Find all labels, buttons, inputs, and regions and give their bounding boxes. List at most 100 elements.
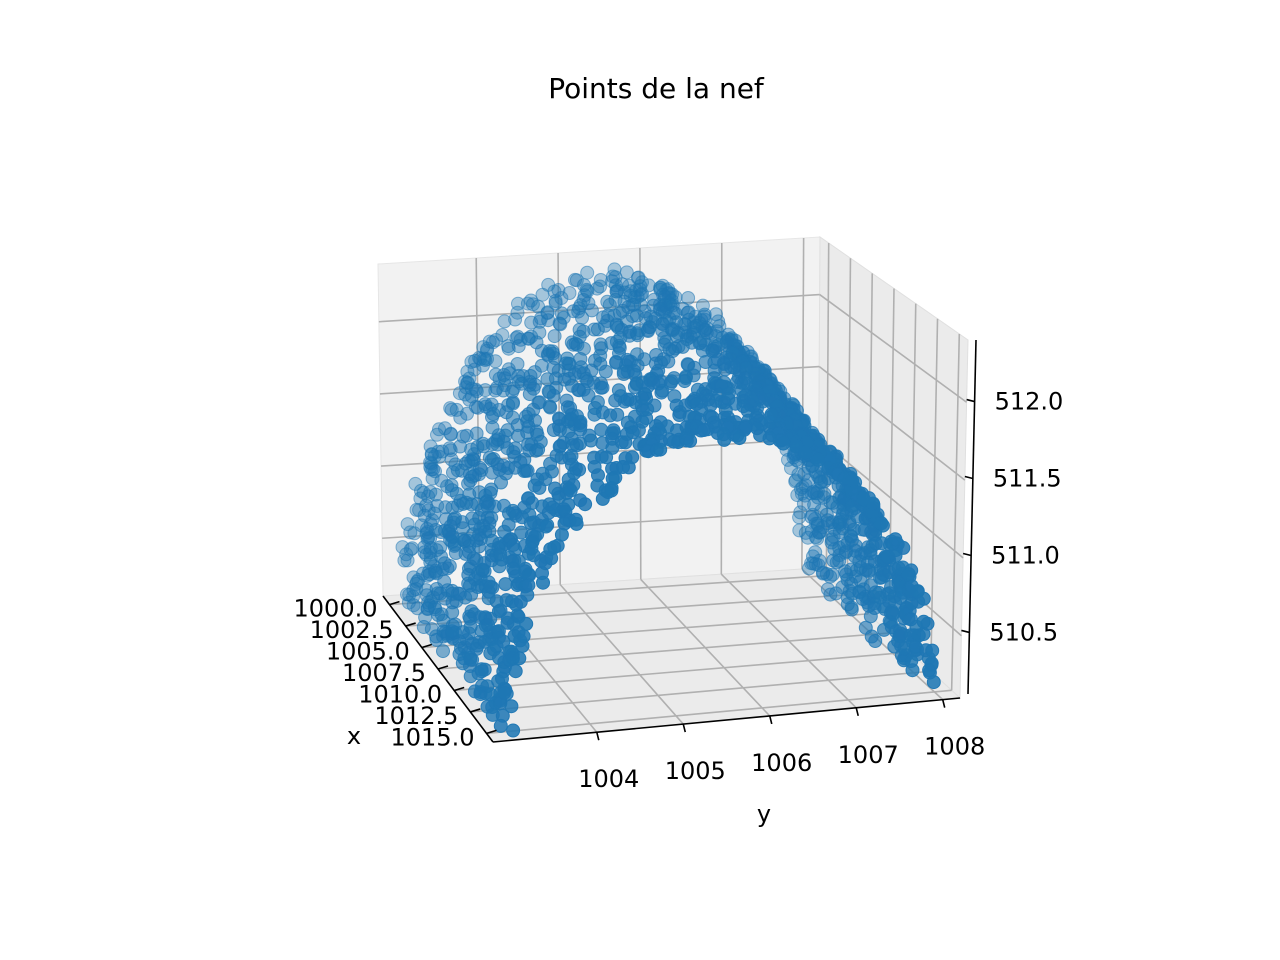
z-tick bbox=[961, 629, 970, 634]
data-point bbox=[510, 357, 525, 371]
data-point bbox=[444, 402, 459, 417]
x-tick-label: 1002.5 bbox=[310, 616, 394, 644]
data-point bbox=[478, 353, 493, 367]
data-point bbox=[653, 442, 668, 457]
x-tick-label: 1005.0 bbox=[326, 638, 410, 666]
data-point bbox=[524, 541, 539, 556]
data-point bbox=[798, 445, 813, 460]
data-point bbox=[536, 575, 550, 590]
data-point bbox=[677, 374, 692, 389]
data-point bbox=[910, 584, 925, 599]
data-point bbox=[449, 402, 464, 417]
data-point bbox=[569, 273, 584, 288]
data-point bbox=[436, 644, 450, 659]
data-point bbox=[484, 482, 499, 497]
data-point bbox=[463, 578, 477, 593]
data-point bbox=[506, 561, 521, 576]
data-point bbox=[467, 468, 482, 483]
data-point bbox=[904, 596, 919, 611]
grid-line-z-side bbox=[819, 293, 968, 403]
data-point bbox=[529, 335, 544, 350]
data-point bbox=[400, 553, 415, 568]
data-point bbox=[562, 286, 577, 300]
data-point bbox=[474, 662, 489, 677]
data-point bbox=[583, 433, 598, 448]
data-point bbox=[475, 562, 490, 577]
data-point bbox=[521, 578, 536, 593]
data-point bbox=[598, 364, 613, 379]
x-tick-label: 1010.0 bbox=[358, 681, 442, 709]
data-point bbox=[553, 317, 568, 332]
data-point bbox=[750, 421, 765, 436]
data-point bbox=[483, 579, 498, 594]
z-tick-label: 512.0 bbox=[995, 388, 1064, 416]
data-point bbox=[522, 387, 537, 402]
data-point bbox=[521, 331, 536, 346]
z-axis-line bbox=[967, 339, 977, 695]
grid-line-z-side bbox=[818, 365, 966, 481]
data-point bbox=[427, 506, 442, 521]
y-tick bbox=[596, 732, 600, 741]
data-point bbox=[500, 615, 515, 630]
data-point bbox=[812, 553, 827, 568]
data-point bbox=[695, 298, 710, 313]
data-point bbox=[497, 685, 512, 700]
data-point bbox=[552, 316, 567, 331]
data-point bbox=[610, 407, 625, 422]
data-point bbox=[496, 634, 511, 649]
data-point bbox=[532, 314, 547, 329]
grid-line-z-wall bbox=[378, 293, 820, 323]
data-point bbox=[544, 464, 559, 479]
data-point bbox=[497, 368, 511, 382]
data-point bbox=[630, 328, 645, 343]
x-tick bbox=[486, 729, 497, 735]
scatter-points bbox=[395, 262, 941, 738]
data-point bbox=[618, 435, 633, 450]
data-point bbox=[600, 294, 615, 309]
data-point bbox=[922, 663, 937, 678]
data-point bbox=[408, 476, 423, 491]
y-tick-label: 1006 bbox=[751, 749, 812, 777]
data-point bbox=[656, 352, 671, 367]
data-point bbox=[732, 431, 747, 446]
data-point bbox=[438, 500, 453, 515]
x-tick-label: 1007.5 bbox=[342, 659, 426, 687]
data-point bbox=[810, 452, 825, 467]
data-point bbox=[497, 314, 512, 329]
data-point bbox=[493, 718, 508, 733]
data-point bbox=[478, 383, 493, 398]
data-point bbox=[819, 567, 834, 581]
data-point bbox=[860, 555, 875, 570]
data-point bbox=[403, 525, 418, 540]
data-point bbox=[612, 340, 627, 355]
data-point bbox=[467, 362, 482, 377]
z-tick bbox=[964, 475, 974, 480]
data-point bbox=[901, 567, 916, 582]
data-point bbox=[511, 339, 526, 354]
data-point bbox=[508, 312, 523, 327]
y-tick-label: 1005 bbox=[665, 757, 726, 785]
y-tick bbox=[855, 707, 859, 716]
data-point bbox=[546, 388, 561, 403]
x-tick bbox=[421, 643, 433, 649]
data-point bbox=[569, 516, 584, 531]
data-point bbox=[717, 432, 732, 447]
data-point bbox=[916, 614, 931, 629]
data-point bbox=[421, 530, 436, 545]
z-tick-label: 511.5 bbox=[993, 465, 1062, 493]
data-point bbox=[515, 638, 530, 653]
x-tick bbox=[470, 708, 481, 713]
data-point bbox=[485, 335, 500, 350]
data-point bbox=[453, 410, 468, 425]
data-point bbox=[443, 426, 458, 441]
data-point bbox=[595, 380, 610, 395]
grid-line-x-floor bbox=[486, 689, 952, 735]
data-point bbox=[926, 675, 941, 690]
data-point bbox=[616, 460, 630, 474]
data-point bbox=[507, 629, 522, 643]
data-point bbox=[504, 699, 519, 714]
z-tick-label: 511.0 bbox=[991, 542, 1060, 570]
data-point bbox=[845, 473, 860, 488]
data-point bbox=[513, 594, 528, 609]
